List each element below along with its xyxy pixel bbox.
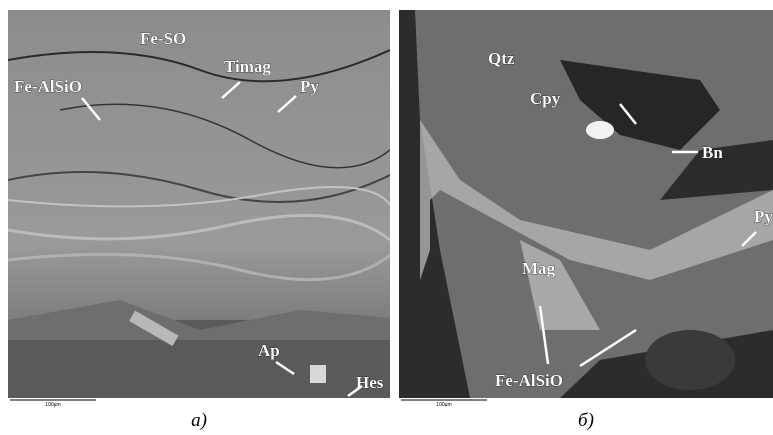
mineral-label: Py [300,77,319,96]
panel-caption: б) [578,410,594,431]
mineral-label: Fe-SO [140,29,186,48]
mineral-label: Timag [224,57,271,76]
scale-bar-label: 100µm [436,402,451,408]
panel-caption: а) [191,410,207,431]
mineral-label: Py [754,207,773,226]
figure: Fe-SO Timag Fe-AlSiO Py Ap Hes Qtz Cpy B… [0,0,773,435]
page: Fe-SO Timag Fe-AlSiO Py Ap Hes Qtz Cpy B… [0,0,773,435]
mineral-label: Fe-AlSiO [14,77,82,96]
sem-image-b [399,10,773,398]
mineral-label: Cpy [530,89,561,108]
mineral-label: Mag [522,259,556,278]
mineral-label: Qtz [488,49,515,68]
mineral-label: Hes [356,373,384,392]
mineral-label: Bn [702,143,723,162]
scale-bar-label: 100µm [45,402,60,408]
mineral-label: Fe-AlSiO [495,371,563,390]
mineral-label: Ap [258,341,280,360]
sem-image-a [8,10,390,398]
